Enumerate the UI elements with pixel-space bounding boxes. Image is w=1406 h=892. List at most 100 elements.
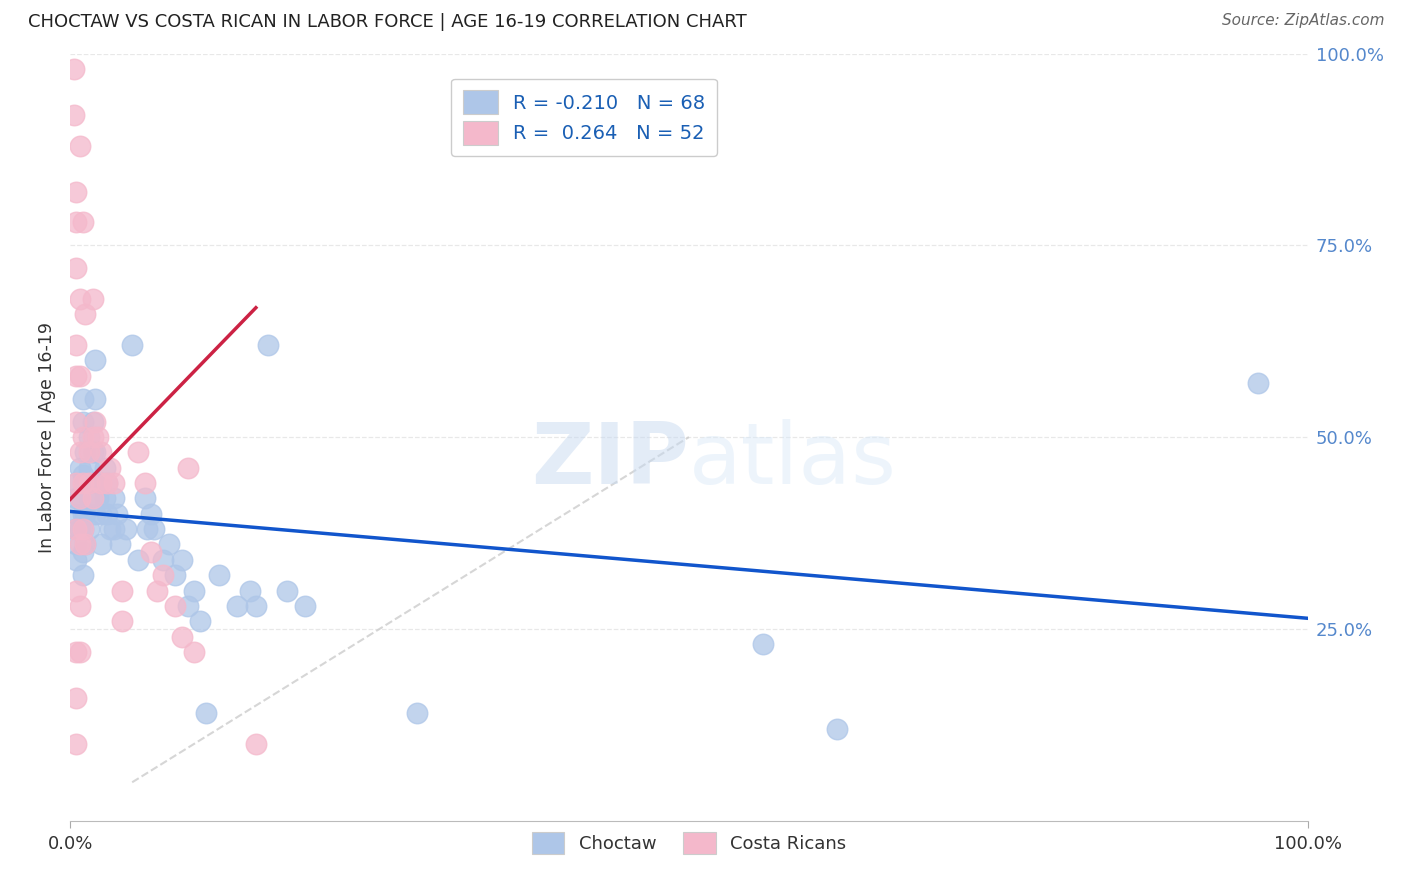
Point	[195, 706, 218, 721]
Point	[69, 645, 91, 659]
Point	[752, 637, 775, 651]
Point	[134, 491, 156, 506]
Point	[77, 522, 100, 536]
Point	[75, 507, 97, 521]
Point	[136, 522, 159, 536]
Point	[65, 338, 87, 352]
Point	[127, 553, 149, 567]
Point	[72, 392, 94, 406]
Point	[90, 445, 112, 459]
Point	[65, 553, 87, 567]
Point	[1247, 376, 1270, 391]
Point	[77, 445, 100, 459]
Text: Source: ZipAtlas.com: Source: ZipAtlas.com	[1222, 13, 1385, 29]
Point	[90, 507, 112, 521]
Point	[72, 568, 94, 582]
Point	[108, 537, 131, 551]
Point	[294, 599, 316, 613]
Point	[183, 583, 205, 598]
Point	[115, 522, 138, 536]
Point	[90, 476, 112, 491]
Point	[69, 599, 91, 613]
Point	[75, 537, 97, 551]
Point	[75, 445, 97, 459]
Point	[139, 545, 162, 559]
Point	[165, 599, 187, 613]
Point	[72, 522, 94, 536]
Point	[208, 568, 231, 582]
Point	[65, 368, 87, 383]
Point	[170, 553, 193, 567]
Point	[65, 507, 87, 521]
Point	[69, 445, 91, 459]
Point	[82, 415, 104, 429]
Point	[405, 706, 427, 721]
Point	[65, 583, 87, 598]
Point	[72, 522, 94, 536]
Point	[77, 460, 100, 475]
Point	[103, 476, 125, 491]
Point	[183, 645, 205, 659]
Legend: Choctaw, Costa Ricans: Choctaw, Costa Ricans	[524, 825, 853, 862]
Point	[65, 185, 87, 199]
Point	[69, 491, 91, 506]
Point	[72, 507, 94, 521]
Point	[82, 491, 104, 506]
Point	[65, 645, 87, 659]
Point	[276, 583, 298, 598]
Point	[82, 292, 104, 306]
Point	[65, 522, 87, 536]
Point	[134, 476, 156, 491]
Point	[139, 507, 162, 521]
Point	[69, 138, 91, 153]
Point	[75, 476, 97, 491]
Point	[98, 522, 121, 536]
Point	[96, 476, 118, 491]
Point	[94, 460, 117, 475]
Point	[63, 62, 86, 76]
Point	[72, 468, 94, 483]
Point	[152, 553, 174, 567]
Point	[63, 108, 86, 122]
Point	[65, 491, 87, 506]
Point	[170, 630, 193, 644]
Point	[177, 599, 200, 613]
Point	[65, 476, 87, 491]
Point	[65, 261, 87, 276]
Point	[245, 737, 267, 751]
Point	[77, 491, 100, 506]
Text: CHOCTAW VS COSTA RICAN IN LABOR FORCE | AGE 16-19 CORRELATION CHART: CHOCTAW VS COSTA RICAN IN LABOR FORCE | …	[28, 13, 747, 31]
Point	[245, 599, 267, 613]
Point	[69, 368, 91, 383]
Point	[105, 507, 128, 521]
Point	[84, 476, 107, 491]
Point	[86, 491, 108, 506]
Point	[239, 583, 262, 598]
Point	[177, 460, 200, 475]
Text: atlas: atlas	[689, 418, 897, 501]
Point	[65, 690, 87, 705]
Point	[69, 537, 91, 551]
Point	[257, 338, 280, 352]
Point	[65, 415, 87, 429]
Point	[69, 292, 91, 306]
Y-axis label: In Labor Force | Age 16-19: In Labor Force | Age 16-19	[38, 322, 56, 552]
Point	[82, 445, 104, 459]
Point	[72, 476, 94, 491]
Point	[226, 599, 249, 613]
Point	[75, 307, 97, 321]
Point	[65, 476, 87, 491]
Point	[72, 215, 94, 229]
Point	[152, 568, 174, 582]
Point	[111, 614, 134, 628]
Point	[69, 522, 91, 536]
Point	[65, 522, 87, 536]
Point	[65, 737, 87, 751]
Point	[69, 491, 91, 506]
Point	[65, 537, 87, 551]
Point	[77, 476, 100, 491]
Point	[65, 215, 87, 229]
Point	[103, 522, 125, 536]
Point	[111, 583, 134, 598]
Point	[96, 507, 118, 521]
